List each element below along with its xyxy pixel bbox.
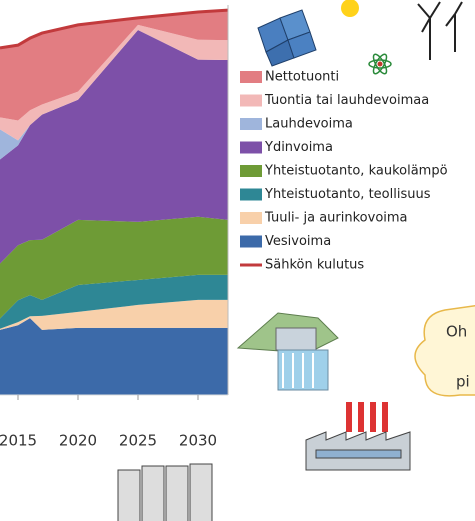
x-tick-label: 2015 xyxy=(0,432,37,450)
legend-label: Nettotuonti xyxy=(265,70,339,85)
legend-label: Tuuli- ja aurinkovoima xyxy=(264,211,408,226)
area xyxy=(0,318,228,395)
legend-swatch xyxy=(240,95,262,107)
batteries-icon xyxy=(118,464,212,521)
legend-swatch xyxy=(240,118,262,130)
annotation: Oh xyxy=(446,323,467,341)
legend-label: Vesivoima xyxy=(265,234,331,249)
legend-label: Ydinvoima xyxy=(264,140,333,155)
legend-label: Yhteistuotanto, teollisuus xyxy=(264,187,431,202)
chart: Oh pi 2015 2020 2025 2030 Nettotuonti Tuontia… xyxy=(0,0,475,521)
legend-swatch xyxy=(240,236,262,248)
x-tick-label: 2030 xyxy=(179,432,217,450)
legend-swatch xyxy=(240,212,262,224)
x-tick-label: 2020 xyxy=(59,432,97,450)
legend-swatch xyxy=(240,165,262,177)
dam-icon xyxy=(238,313,338,390)
legend-label: Yhteistuotanto, kaukolämpö xyxy=(264,164,448,179)
annotation: pi xyxy=(456,373,470,391)
legend-label: Tuontia tai lauhdevoimaa xyxy=(264,93,429,108)
factory-icon xyxy=(306,402,410,470)
legend-swatch xyxy=(240,189,262,201)
page: Oh pi 2015 2020 2025 2030 Nettotuonti Tuontia… xyxy=(0,0,475,521)
legend-swatch xyxy=(240,71,262,83)
atom-icon xyxy=(369,52,391,75)
x-tick-label: 2025 xyxy=(119,432,157,450)
wind-turbines-icon xyxy=(418,2,462,60)
legend-swatch xyxy=(240,142,262,154)
solar-panels-icon xyxy=(258,10,316,66)
legend-label: Lauhdevoima xyxy=(265,117,353,132)
legend-label: Sähkön kulutus xyxy=(265,258,364,273)
sun-icon xyxy=(341,0,359,17)
